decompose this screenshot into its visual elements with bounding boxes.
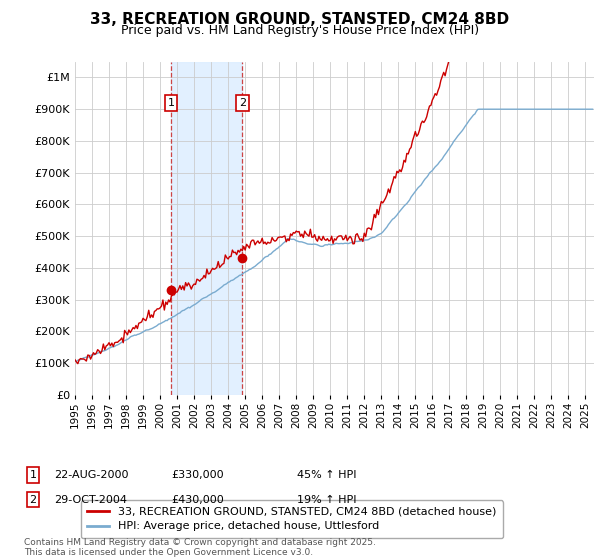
Text: Contains HM Land Registry data © Crown copyright and database right 2025.
This d: Contains HM Land Registry data © Crown c… (24, 538, 376, 557)
Text: 1: 1 (29, 470, 37, 480)
Text: £330,000: £330,000 (171, 470, 224, 480)
Text: Price paid vs. HM Land Registry's House Price Index (HPI): Price paid vs. HM Land Registry's House … (121, 24, 479, 37)
Text: 1: 1 (167, 98, 175, 108)
Bar (171, 62, 242, 395)
Text: 19% ↑ HPI: 19% ↑ HPI (297, 494, 356, 505)
Text: 22-AUG-2000: 22-AUG-2000 (54, 470, 128, 480)
Text: 29-OCT-2004: 29-OCT-2004 (54, 494, 127, 505)
Text: 45% ↑ HPI: 45% ↑ HPI (297, 470, 356, 480)
Legend: 33, RECREATION GROUND, STANSTED, CM24 8BD (detached house), HPI: Average price, : 33, RECREATION GROUND, STANSTED, CM24 8B… (80, 500, 503, 538)
Text: 2: 2 (29, 494, 37, 505)
Text: 33, RECREATION GROUND, STANSTED, CM24 8BD: 33, RECREATION GROUND, STANSTED, CM24 8B… (91, 12, 509, 27)
Text: 2: 2 (239, 98, 246, 108)
Text: £430,000: £430,000 (171, 494, 224, 505)
